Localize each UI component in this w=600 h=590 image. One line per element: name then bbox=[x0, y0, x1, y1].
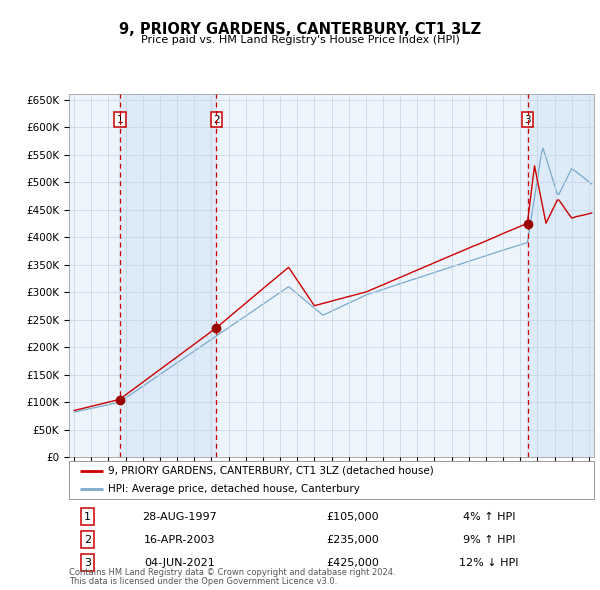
Bar bbox=[119, 94, 217, 457]
Text: 28-AUG-1997: 28-AUG-1997 bbox=[142, 512, 217, 522]
Text: £105,000: £105,000 bbox=[326, 512, 379, 522]
Text: 3: 3 bbox=[84, 558, 91, 568]
Text: 9, PRIORY GARDENS, CANTERBURY, CT1 3LZ (detached house): 9, PRIORY GARDENS, CANTERBURY, CT1 3LZ (… bbox=[109, 466, 434, 476]
Text: 1: 1 bbox=[116, 115, 123, 125]
Text: 2: 2 bbox=[213, 115, 220, 125]
Text: 12% ↓ HPI: 12% ↓ HPI bbox=[459, 558, 519, 568]
Text: 3: 3 bbox=[524, 115, 531, 125]
Text: Price paid vs. HM Land Registry's House Price Index (HPI): Price paid vs. HM Land Registry's House … bbox=[140, 35, 460, 45]
Text: 04-JUN-2021: 04-JUN-2021 bbox=[144, 558, 215, 568]
Text: Contains HM Land Registry data © Crown copyright and database right 2024.: Contains HM Land Registry data © Crown c… bbox=[69, 568, 395, 577]
Text: This data is licensed under the Open Government Licence v3.0.: This data is licensed under the Open Gov… bbox=[69, 577, 337, 586]
Text: 16-APR-2003: 16-APR-2003 bbox=[143, 535, 215, 545]
Bar bbox=[527, 94, 593, 457]
Text: £425,000: £425,000 bbox=[326, 558, 379, 568]
Text: 9, PRIORY GARDENS, CANTERBURY, CT1 3LZ: 9, PRIORY GARDENS, CANTERBURY, CT1 3LZ bbox=[119, 22, 481, 37]
Text: 1: 1 bbox=[84, 512, 91, 522]
Text: 9% ↑ HPI: 9% ↑ HPI bbox=[463, 535, 515, 545]
Text: HPI: Average price, detached house, Canterbury: HPI: Average price, detached house, Cant… bbox=[109, 484, 360, 494]
Text: 4% ↑ HPI: 4% ↑ HPI bbox=[463, 512, 515, 522]
Text: 2: 2 bbox=[84, 535, 91, 545]
Text: £235,000: £235,000 bbox=[326, 535, 379, 545]
